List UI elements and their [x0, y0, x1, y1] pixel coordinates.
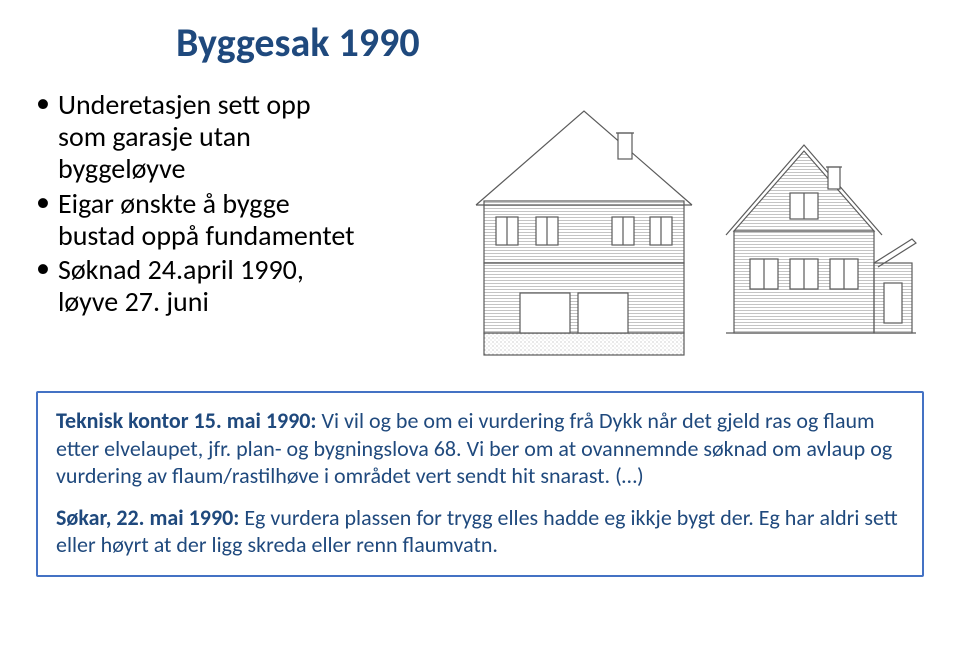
- bullet-line: som garasje utan: [58, 121, 464, 153]
- quote-paragraph: Søkar, 22. mai 1990: Eg vurdera plassen …: [56, 504, 904, 559]
- quote-paragraph: Teknisk kontor 15. mai 1990: Vi vil og b…: [56, 407, 904, 490]
- bullet-item: Underetasjen sett opp som garasje utan b…: [36, 89, 464, 186]
- house-drawing: [464, 83, 924, 363]
- bullet-line: bustad oppå fundamentet: [58, 220, 464, 252]
- bullet-list: Underetasjen sett opp som garasje utan b…: [36, 89, 464, 320]
- quote-lead: Søkar, 22. mai 1990:: [56, 504, 244, 531]
- bullet-line: byggeløyve: [58, 153, 464, 185]
- bullet-item: Eigar ønskte å bygge bustad oppå fundame…: [36, 188, 464, 252]
- house-elevation-icon: [464, 93, 924, 363]
- quote-lead: Teknisk kontor 15. mai 1990:: [56, 407, 321, 434]
- bullet-line: Søknad 24.april 1990,: [58, 254, 464, 286]
- upper-row: Underetasjen sett opp som garasje utan b…: [36, 83, 924, 363]
- bullet-line: Eigar ønskte å bygge: [58, 188, 464, 220]
- bullet-line: løyve 27. juni: [58, 286, 464, 318]
- page-title: Byggesak 1990: [176, 18, 924, 67]
- bullet-item: Søknad 24.april 1990, løyve 27. juni: [36, 254, 464, 318]
- quote-box: Teknisk kontor 15. mai 1990: Vi vil og b…: [36, 391, 924, 577]
- bullet-line: Underetasjen sett opp: [58, 89, 464, 121]
